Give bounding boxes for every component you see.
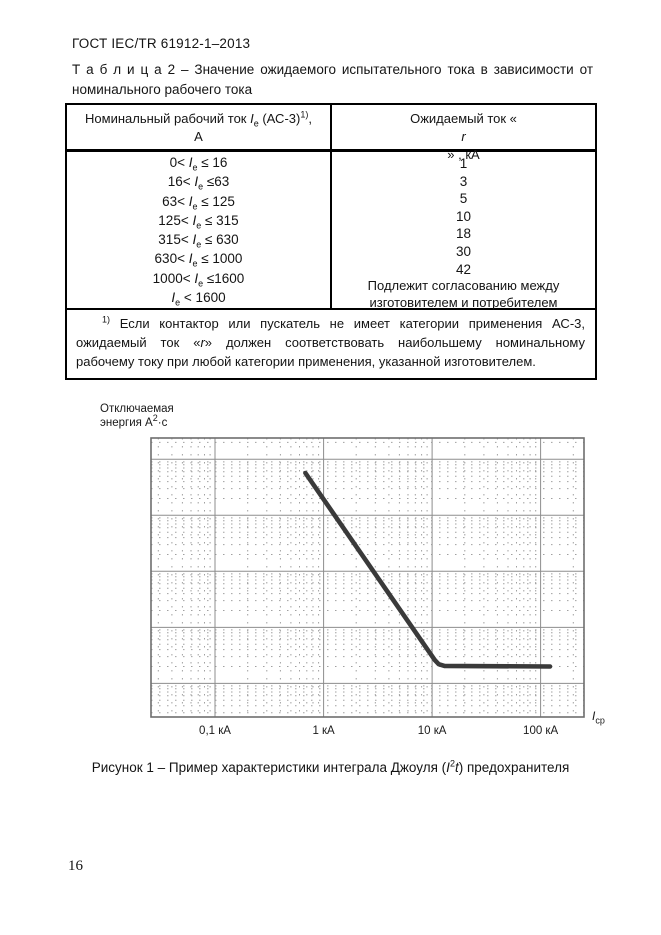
prospective-current-cell: 5 <box>459 191 468 207</box>
table-footnote: 1) Если контактор или пускатель не имеет… <box>67 308 595 378</box>
col-header-prospective-current: Ожидаемый ток «r» , кА <box>410 111 517 162</box>
figure-caption: Рисунок 1 – Пример характеристики интегр… <box>91 758 570 775</box>
rated-current-range-cell: 630< Ie ≤ 1000 <box>154 251 243 270</box>
rated-current-range-cell: 315< Ie ≤ 630 <box>158 232 239 250</box>
x-tick-label: 1 кА <box>312 725 335 737</box>
fuse-i2t-curve <box>303 470 553 669</box>
y-axis-label: Отключаемая энергия А2·с <box>100 402 174 430</box>
x-axis-label: Iср <box>592 709 605 726</box>
prospective-current-cell: 18 <box>455 226 472 242</box>
table-header-row: Номинальный рабочий ток Ie (АС-3)1), А О… <box>67 105 595 162</box>
table-column-ranges: 0< Ie ≤ 16 16< Ie ≤63 63< Ie ≤ 125 125< Ie … <box>67 152 332 308</box>
rated-current-range-cell: 0< Ie ≤ 16 <box>169 155 228 173</box>
table-title: Т а б л и ц а 2 – Значение ожидаемого ис… <box>72 62 593 97</box>
col-header-rated-current-line1: Номинальный рабочий ток Ie (АС-3)1), <box>85 109 312 129</box>
prospective-current-cell: 1 <box>459 156 468 171</box>
agreement-note: Подлежит согласованию между изготовителе… <box>367 278 560 310</box>
col-header-rated-current-line2: А <box>194 129 203 144</box>
prospective-current-cell: 42 <box>455 261 472 277</box>
rated-current-range-cell: 1000< Ie ≤1600 <box>152 270 245 289</box>
x-tick-label: 100 кА <box>523 725 558 737</box>
y-axis-label-line1: Отключаемая <box>100 403 174 415</box>
x-tick-label: 10 кА <box>418 725 447 737</box>
table-column-values: 1 3 5 10 18 30 42 Подлежит согласованию между … <box>332 152 595 310</box>
test-current-table: Номинальный рабочий ток Ie (АС-3)1), А О… <box>65 103 597 380</box>
prospective-current-cell: 3 <box>459 173 468 189</box>
joule-integral-chart: 0,1 кА 1 кА 10 кА 100 кА <box>150 437 585 737</box>
prospective-current-values: 1 3 5 10 18 30 42 <box>332 155 595 278</box>
rated-current-range-cell: 16< Ie ≤63 <box>167 174 230 193</box>
y-axis-label-line2: энергия А2·с <box>100 413 168 429</box>
x-tick-label: 0,1 кА <box>199 725 231 737</box>
page-number: 16 <box>68 858 83 874</box>
rated-current-range-cell: 125< Ie ≤ 315 <box>158 212 239 231</box>
col-header-rated-current: Номинальный рабочий ток Ie (АС-3)1), А <box>67 105 332 149</box>
plot-border <box>150 437 585 718</box>
rated-current-range-cell: 63< Ie ≤ 125 <box>162 193 235 212</box>
rated-current-range-cell: Ie < 1600 <box>171 289 226 308</box>
prospective-current-cell: 30 <box>455 243 472 259</box>
prospective-current-cell: 10 <box>455 208 472 224</box>
table-body: 0< Ie ≤ 16 16< Ie ≤63 63< Ie ≤ 125 125< Ie … <box>67 152 595 310</box>
standard-designation: ГОСТ IEC/TR 61912-1–2013 <box>72 36 251 51</box>
